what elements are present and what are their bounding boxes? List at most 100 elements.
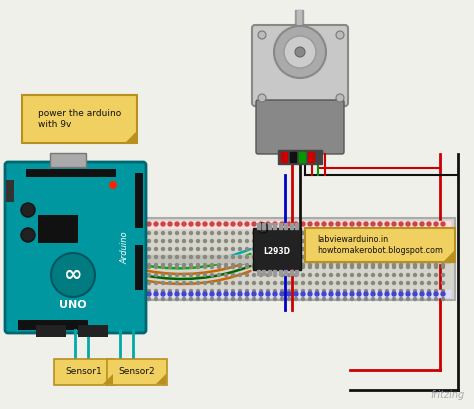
Circle shape [385, 297, 389, 301]
Circle shape [190, 240, 192, 243]
Circle shape [337, 231, 339, 234]
Circle shape [182, 292, 186, 296]
Circle shape [133, 292, 137, 296]
Circle shape [407, 290, 410, 292]
Circle shape [301, 292, 305, 296]
Circle shape [322, 247, 326, 250]
Circle shape [420, 274, 423, 276]
Circle shape [259, 265, 263, 268]
Circle shape [231, 247, 235, 250]
Circle shape [428, 297, 430, 301]
Circle shape [238, 297, 241, 301]
Circle shape [231, 292, 235, 296]
Circle shape [400, 263, 402, 267]
Circle shape [316, 231, 319, 234]
Circle shape [168, 265, 172, 268]
Circle shape [400, 290, 402, 292]
Circle shape [246, 231, 248, 234]
Circle shape [140, 281, 144, 285]
Circle shape [238, 281, 241, 285]
Circle shape [246, 297, 248, 301]
Circle shape [155, 281, 157, 285]
Circle shape [162, 297, 164, 301]
Circle shape [364, 292, 368, 296]
Circle shape [400, 265, 402, 268]
Circle shape [182, 290, 185, 292]
Circle shape [266, 263, 270, 267]
Circle shape [309, 274, 311, 276]
Circle shape [182, 263, 185, 267]
Circle shape [301, 222, 305, 226]
Circle shape [259, 256, 263, 258]
Circle shape [266, 240, 270, 243]
Circle shape [106, 231, 109, 234]
Circle shape [400, 240, 402, 243]
Circle shape [428, 274, 430, 276]
Circle shape [246, 240, 248, 243]
Circle shape [231, 281, 235, 285]
Circle shape [309, 263, 311, 267]
Circle shape [259, 274, 263, 276]
Circle shape [365, 265, 367, 268]
Circle shape [428, 240, 430, 243]
Bar [305, 228, 455, 262]
Circle shape [309, 256, 311, 258]
Circle shape [218, 247, 220, 250]
Circle shape [365, 240, 367, 243]
Circle shape [147, 297, 151, 301]
Circle shape [253, 231, 255, 234]
Circle shape [189, 222, 193, 226]
Circle shape [127, 231, 129, 234]
Circle shape [329, 231, 332, 234]
Circle shape [259, 231, 263, 234]
Circle shape [147, 231, 151, 234]
Circle shape [372, 240, 374, 243]
Circle shape [168, 263, 172, 267]
Circle shape [182, 256, 185, 258]
Circle shape [168, 290, 172, 292]
Circle shape [435, 297, 438, 301]
Circle shape [106, 256, 109, 258]
Circle shape [182, 222, 186, 226]
Circle shape [407, 263, 410, 267]
Circle shape [258, 94, 266, 102]
Circle shape [420, 297, 423, 301]
Circle shape [203, 256, 207, 258]
Bar [281, 152, 287, 162]
Bar [290, 270, 293, 275]
Circle shape [273, 263, 276, 267]
Circle shape [413, 297, 417, 301]
Circle shape [162, 247, 164, 250]
Circle shape [231, 240, 235, 243]
Circle shape [155, 240, 157, 243]
Circle shape [343, 222, 347, 226]
Circle shape [217, 292, 221, 296]
Circle shape [175, 256, 179, 258]
Bar [38, 215, 78, 243]
Circle shape [127, 240, 129, 243]
Circle shape [162, 263, 164, 267]
Circle shape [259, 290, 263, 292]
Circle shape [273, 247, 276, 250]
Circle shape [182, 281, 185, 285]
Bar [78, 325, 108, 337]
Circle shape [218, 290, 220, 292]
Circle shape [350, 274, 354, 276]
Circle shape [273, 281, 276, 285]
Circle shape [190, 263, 192, 267]
Circle shape [197, 231, 200, 234]
Circle shape [357, 222, 361, 226]
Circle shape [413, 281, 417, 285]
Circle shape [337, 297, 339, 301]
Polygon shape [443, 250, 455, 262]
Circle shape [322, 265, 326, 268]
Circle shape [203, 281, 207, 285]
Circle shape [344, 281, 346, 285]
Circle shape [428, 231, 430, 234]
Circle shape [316, 265, 319, 268]
Circle shape [140, 263, 144, 267]
Circle shape [428, 256, 430, 258]
Circle shape [259, 222, 263, 226]
Circle shape [231, 265, 235, 268]
Circle shape [288, 256, 291, 258]
